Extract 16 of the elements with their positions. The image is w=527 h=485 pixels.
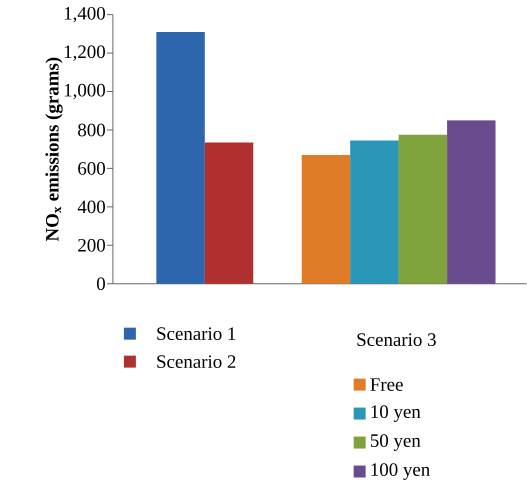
- y-tick-label: 400: [78, 200, 105, 214]
- legend-title: Scenario 3: [357, 334, 436, 346]
- y-tick-label: 200: [78, 239, 105, 252]
- legend-label: 50 yen: [370, 434, 420, 452]
- legend-label: Scenario 1: [157, 328, 236, 340]
- legend-label: Free: [370, 378, 403, 392]
- legend-label: 10 yen: [371, 406, 420, 422]
- y-tick-label: 1,400: [64, 7, 105, 23]
- legend-label: 100 yen: [371, 463, 430, 480]
- y-axis-title: NO$_{x}$ emissions (grams): [45, 58, 63, 242]
- y-tick-label: 600: [78, 162, 105, 176]
- legend-label: Scenario 2: [157, 356, 236, 368]
- y-tick-label: 0: [96, 278, 105, 290]
- y-tick-label: 1,000: [64, 84, 105, 100]
- y-tick-label: 1,200: [64, 46, 105, 62]
- y-tick-label: 800: [78, 124, 105, 137]
